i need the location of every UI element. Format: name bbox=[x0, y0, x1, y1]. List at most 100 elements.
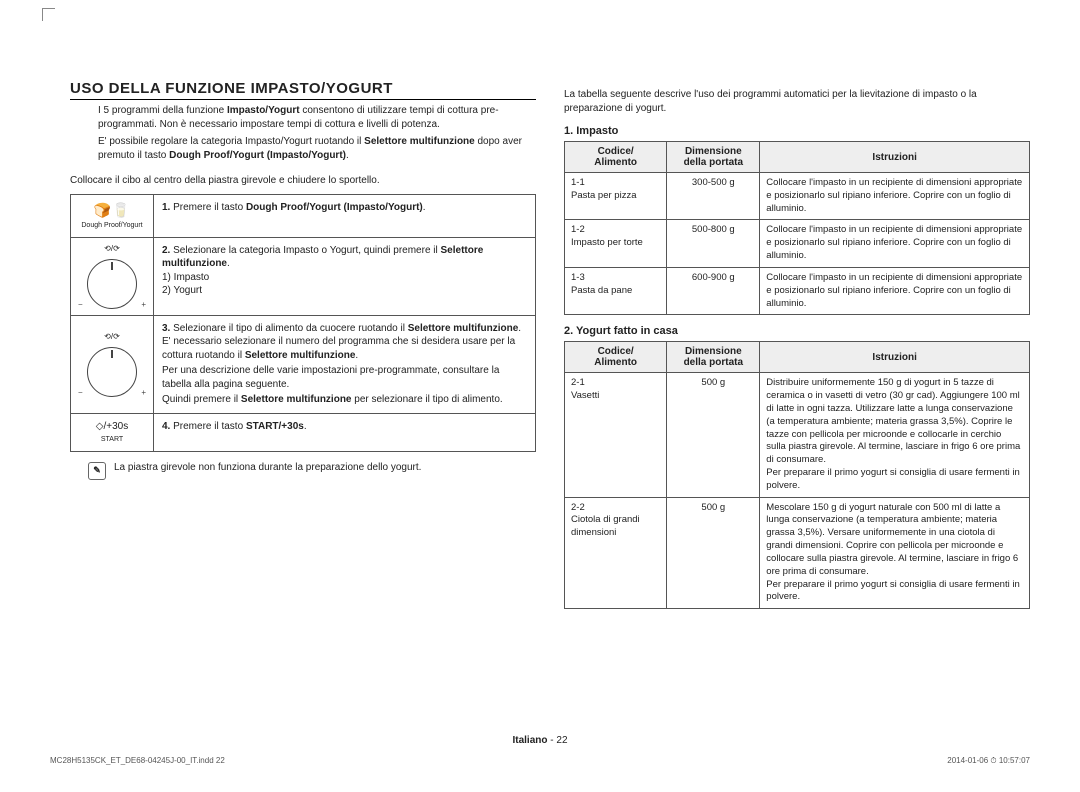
step-icon-cell: ◇/+30s START bbox=[71, 413, 154, 451]
intro-bold: Impasto/Yogurt bbox=[227, 105, 300, 116]
table-row: 2-1 Vasetti 500 g Distribuire uniformeme… bbox=[565, 373, 1030, 497]
steps-table: 🍞🥛 Dough Proof/Yogurt 1. Premere il tast… bbox=[70, 194, 536, 452]
table-row: 🍞🥛 Dough Proof/Yogurt 1. Premere il tast… bbox=[71, 194, 536, 237]
th-code: Codice/ Alimento bbox=[565, 342, 667, 373]
step-text: Premere il tasto bbox=[173, 421, 246, 432]
icon-label: START bbox=[75, 435, 149, 444]
step-text: Per una descrizione delle varie impostaz… bbox=[162, 364, 527, 391]
icon-label: Dough Proof/Yogurt bbox=[75, 221, 149, 230]
right-intro: La tabella seguente descrive l'uso dei p… bbox=[564, 88, 1030, 115]
step-text-cell: 1. Premere il tasto Dough Proof/Yogurt (… bbox=[154, 194, 536, 237]
table-row: 1-1 Pasta per pizza 300-500 g Collocare … bbox=[565, 173, 1030, 220]
table-row: 1-2 Impasto per torte 500-800 g Collocar… bbox=[565, 220, 1030, 267]
step-bold: START/+30s bbox=[246, 421, 304, 432]
step-text-cell: 3. Selezionare il tipo di alimento da cu… bbox=[154, 315, 536, 413]
cell-instr: Mescolare 150 g di yogurt naturale con 5… bbox=[760, 497, 1030, 609]
step-text-cell: 2. Selezionare la categoria Impasto o Yo… bbox=[154, 237, 536, 315]
intro-bold: Dough Proof/Yogurt (Impasto/Yogurt) bbox=[169, 150, 346, 161]
page: USO DELLA FUNZIONE IMPASTO/YOGURT I 5 pr… bbox=[0, 0, 1080, 792]
intro-text: . bbox=[346, 150, 349, 161]
footer-time: 2014-01-06 ⏱ 10:57:07 bbox=[947, 756, 1030, 766]
dial-plus: + bbox=[141, 300, 146, 311]
intro-text: I 5 programmi della funzione bbox=[98, 105, 227, 116]
two-column-layout: USO DELLA FUNZIONE IMPASTO/YOGURT I 5 pr… bbox=[70, 60, 1030, 609]
th-code: Codice/ Alimento bbox=[565, 142, 667, 173]
cell-instr: Collocare l'impasto in un recipiente di … bbox=[760, 173, 1030, 220]
step-bold: Selettore multifunzione bbox=[408, 323, 519, 334]
footer-file: MC28H5135CK_ET_DE68-04245J-00_IT.indd 22 bbox=[50, 756, 225, 766]
th-instr: Istruzioni bbox=[760, 342, 1030, 373]
cell-dim: 500-800 g bbox=[667, 220, 760, 267]
dial-plus: + bbox=[141, 388, 146, 399]
step-icon-cell: ⟲/⟳ − + bbox=[71, 237, 154, 315]
note-row: ✎ La piastra girevole non funziona duran… bbox=[88, 462, 536, 480]
left-column: USO DELLA FUNZIONE IMPASTO/YOGURT I 5 pr… bbox=[70, 60, 536, 609]
table-row: 1-3 Pasta da pane 600-900 g Collocare l'… bbox=[565, 267, 1030, 314]
dough-yogurt-icon: 🍞🥛 bbox=[75, 201, 149, 220]
sub-heading-2: 2. Yogurt fatto in casa bbox=[564, 325, 1030, 337]
step-list-item: 2) Yogurt bbox=[162, 284, 527, 298]
sub-heading-1: 1. Impasto bbox=[564, 125, 1030, 137]
cell-code: 1-2 Impasto per torte bbox=[565, 220, 667, 267]
cell-instr: Collocare l'impasto in un recipiente di … bbox=[760, 220, 1030, 267]
step-text: Selezionare la categoria Impasto o Yogur… bbox=[173, 245, 440, 256]
intro-paragraph-1: I 5 programmi della funzione Impasto/Yog… bbox=[98, 104, 536, 131]
note-text: La piastra girevole non funziona durante… bbox=[114, 462, 421, 480]
step-list-item: 1) Impasto bbox=[162, 271, 527, 285]
cell-instr: Collocare l'impasto in un recipiente di … bbox=[760, 267, 1030, 314]
step-icon-cell: ⟲/⟳ − + bbox=[71, 315, 154, 413]
yogurt-table: Codice/ Alimento Dimensione della portat… bbox=[564, 341, 1030, 609]
cell-instr: Distribuire uniformemente 150 g di yogur… bbox=[760, 373, 1030, 497]
cell-code: 2-2 Ciotola di grandi dimensioni bbox=[565, 497, 667, 609]
footer-page: - 22 bbox=[548, 735, 568, 746]
right-column: La tabella seguente descrive l'uso dei p… bbox=[564, 60, 1030, 609]
dial-minus: − bbox=[78, 300, 83, 311]
table-row: ⟲/⟳ − + 3. Selezionare il tipo di alimen… bbox=[71, 315, 536, 413]
step-text: . bbox=[355, 350, 358, 361]
step-number: 3. bbox=[162, 323, 170, 334]
table-header-row: Codice/ Alimento Dimensione della portat… bbox=[565, 142, 1030, 173]
cell-code: 2-1 Vasetti bbox=[565, 373, 667, 497]
step-number: 1. bbox=[162, 202, 170, 213]
th-dim: Dimensione della portata bbox=[667, 142, 760, 173]
step-text: Selezionare il tipo di alimento da cuoce… bbox=[173, 323, 408, 334]
table-row: 2-2 Ciotola di grandi dimensioni 500 g M… bbox=[565, 497, 1030, 609]
dial-icon: − + bbox=[87, 259, 137, 309]
step-bold: Selettore multifunzione bbox=[245, 350, 356, 361]
step-text-cell: 4. Premere il tasto START/+30s. bbox=[154, 413, 536, 451]
cell-code: 1-3 Pasta da pane bbox=[565, 267, 667, 314]
step-text: Premere il tasto bbox=[173, 202, 246, 213]
footer-lang: Italiano bbox=[512, 735, 547, 746]
step-number: 2. bbox=[162, 245, 170, 256]
th-dim: Dimensione della portata bbox=[667, 342, 760, 373]
impasto-table: Codice/ Alimento Dimensione della portat… bbox=[564, 141, 1030, 315]
table-row: ◇/+30s START 4. Premere il tasto START/+… bbox=[71, 413, 536, 451]
step-text: . bbox=[227, 258, 230, 269]
intro-bold: Selettore multifunzione bbox=[364, 136, 475, 147]
section-title: USO DELLA FUNZIONE IMPASTO/YOGURT bbox=[70, 80, 536, 100]
step-number: 4. bbox=[162, 421, 170, 432]
step-text: . bbox=[304, 421, 307, 432]
cell-code: 1-1 Pasta per pizza bbox=[565, 173, 667, 220]
cell-dim: 300-500 g bbox=[667, 173, 760, 220]
note-icon: ✎ bbox=[88, 462, 106, 480]
step-text: per selezionare il tipo di alimento. bbox=[351, 394, 502, 405]
dial-icon: − + bbox=[87, 347, 137, 397]
step-bold: Selettore multifunzione bbox=[241, 394, 352, 405]
dial-minus: − bbox=[78, 388, 83, 399]
placement-text: Collocare il cibo al centro della piastr… bbox=[70, 174, 536, 188]
cell-dim: 600-900 g bbox=[667, 267, 760, 314]
footer-page-number: Italiano - 22 bbox=[0, 735, 1080, 746]
table-header-row: Codice/ Alimento Dimensione della portat… bbox=[565, 342, 1030, 373]
intro-paragraph-2: E' possibile regolare la categoria Impas… bbox=[98, 135, 536, 162]
step-icon-cell: 🍞🥛 Dough Proof/Yogurt bbox=[71, 194, 154, 237]
step-text: Quindi premere il bbox=[162, 394, 241, 405]
step-bold: Dough Proof/Yogurt (Impasto/Yogurt) bbox=[246, 202, 423, 213]
footer-meta: MC28H5135CK_ET_DE68-04245J-00_IT.indd 22… bbox=[50, 756, 1030, 766]
cell-dim: 500 g bbox=[667, 497, 760, 609]
crop-mark bbox=[42, 8, 55, 21]
intro-text: E' possibile regolare la categoria Impas… bbox=[98, 136, 364, 147]
start-icon: ◇/+30s bbox=[75, 420, 149, 434]
th-instr: Istruzioni bbox=[760, 142, 1030, 173]
step-text: . bbox=[423, 202, 426, 213]
